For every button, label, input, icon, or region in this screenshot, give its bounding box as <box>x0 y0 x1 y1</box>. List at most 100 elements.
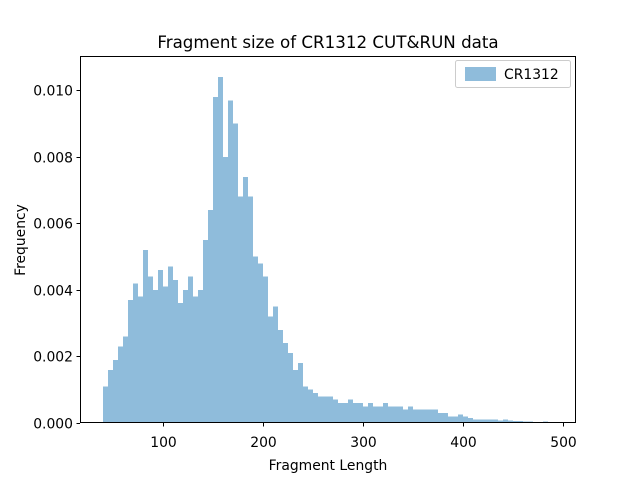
hist-bar <box>218 76 223 424</box>
hist-bar <box>418 409 423 423</box>
hist-bar <box>478 419 483 423</box>
hist-bar <box>473 419 478 423</box>
hist-bar <box>138 296 143 423</box>
y-tick-label: 0.008 <box>33 151 73 167</box>
x-axis-label: Fragment Length <box>269 458 388 474</box>
y-tick-label: 0.000 <box>33 417 73 433</box>
hist-bar <box>298 363 303 423</box>
hist-bar <box>133 283 138 423</box>
hist-bar <box>453 416 458 423</box>
hist-bar <box>388 406 393 423</box>
hist-bar <box>203 240 208 423</box>
hist-bar <box>323 396 328 423</box>
histogram-bars <box>103 76 553 424</box>
hist-bar <box>243 176 248 423</box>
hist-bar <box>378 406 383 423</box>
axes: 100 200 300 400 500 0.000 0.002 0.004 0.006 0.008… <box>33 56 577 451</box>
hist-bar <box>248 196 253 423</box>
hist-bar <box>488 419 493 423</box>
legend-swatch-cr1312 <box>465 67 496 81</box>
hist-bar <box>433 409 438 423</box>
hist-bar <box>263 276 268 423</box>
x-tick-label: 100 <box>150 435 177 451</box>
hist-bar <box>108 369 113 423</box>
hist-bar <box>463 416 468 423</box>
hist-bar <box>103 386 108 423</box>
hist-bar <box>268 316 273 423</box>
hist-bar <box>443 413 448 423</box>
hist-bar <box>153 289 158 423</box>
hist-bar <box>293 369 298 423</box>
hist-bar <box>423 409 428 423</box>
hist-bar <box>258 263 263 423</box>
hist-bar <box>313 393 318 423</box>
hist-bar <box>338 403 343 423</box>
hist-bar <box>393 406 398 423</box>
hist-bar <box>353 403 358 423</box>
hist-bar <box>128 299 133 423</box>
hist-bar <box>503 419 508 423</box>
hist-bar <box>118 346 123 423</box>
y-tick-label: 0.004 <box>33 284 73 300</box>
hist-bar <box>148 276 153 423</box>
hist-bar <box>228 100 233 423</box>
x-tick-label: 300 <box>350 435 377 451</box>
hist-bar <box>408 406 413 423</box>
x-tick-label: 500 <box>550 435 577 451</box>
hist-bar <box>318 396 323 423</box>
hist-bar <box>328 396 333 423</box>
legend-label-cr1312: CR1312 <box>504 67 559 83</box>
hist-bar <box>253 256 258 423</box>
hist-bar <box>508 420 513 423</box>
hist-bar <box>458 414 463 423</box>
y-axis-label: Frequency <box>13 204 29 276</box>
hist-bar <box>403 409 408 423</box>
hist-bar <box>303 386 308 423</box>
hist-bar <box>158 269 163 423</box>
hist-bar <box>483 419 488 423</box>
hist-bar <box>333 399 338 423</box>
hist-bar <box>193 296 198 423</box>
hist-bar <box>113 359 118 423</box>
hist-bar <box>468 418 473 423</box>
hist-bar <box>493 419 498 423</box>
hist-bar <box>498 420 503 423</box>
hist-bar <box>143 249 148 423</box>
hist-bar <box>368 403 373 423</box>
hist-bar <box>358 403 363 423</box>
hist-bar <box>273 306 278 423</box>
hist-bar <box>183 289 188 423</box>
hist-bar <box>188 276 193 423</box>
hist-bar <box>173 279 178 423</box>
hist-bar <box>198 289 203 423</box>
chart-title: Fragment size of CR1312 CUT&RUN data <box>157 32 498 52</box>
hist-bar <box>308 389 313 423</box>
y-tick-label: 0.002 <box>33 350 73 366</box>
hist-bar <box>208 210 213 423</box>
hist-bar <box>348 399 353 423</box>
x-tick-label: 400 <box>450 435 477 451</box>
hist-bar <box>238 196 243 423</box>
hist-bar <box>363 406 368 423</box>
hist-bar <box>413 409 418 423</box>
hist-bar <box>343 403 348 423</box>
hist-bar <box>233 123 238 423</box>
hist-bar <box>168 266 173 423</box>
hist-bar <box>373 406 378 423</box>
y-tick-label: 0.010 <box>33 84 73 100</box>
plot-border <box>80 56 576 423</box>
hist-bar <box>428 409 433 423</box>
legend: CR1312 <box>455 60 571 88</box>
hist-bar <box>278 329 283 423</box>
hist-bar <box>223 156 228 423</box>
hist-bar <box>288 353 293 423</box>
hist-bar <box>123 336 128 423</box>
hist-bar <box>448 416 453 423</box>
y-tick-label: 0.006 <box>33 217 73 233</box>
hist-bar <box>283 343 288 423</box>
hist-bar <box>163 286 168 423</box>
hist-bar <box>213 96 218 423</box>
hist-bar <box>438 413 443 423</box>
